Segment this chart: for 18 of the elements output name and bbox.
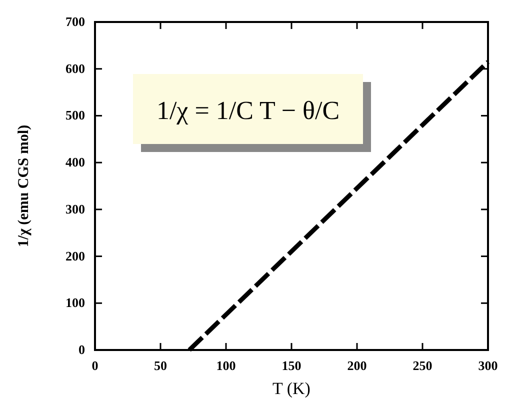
annotation: 1/χ = 1/C T − θ/C xyxy=(156,96,340,125)
y-tick-label: 500 xyxy=(66,108,85,123)
y-tick-label: 700 xyxy=(66,14,85,29)
x-tick-label: 250 xyxy=(412,358,432,373)
y-tick-label: 200 xyxy=(66,248,85,264)
y-axis-title: 1/χ (emu CGS mol) xyxy=(16,124,32,248)
x-tick-label: 200 xyxy=(347,358,367,373)
x-tick-label: 0 xyxy=(92,358,98,373)
y-tick-label: 400 xyxy=(66,154,85,170)
y-tick-label: 0 xyxy=(78,342,85,357)
x-axis-title: T (K) xyxy=(272,379,310,398)
x-tick-label: 100 xyxy=(216,358,236,373)
x-tick-label: 150 xyxy=(282,358,302,373)
x-tick-label: 300 xyxy=(478,358,498,373)
y-tick-label: 600 xyxy=(66,60,85,76)
x-tick-label: 50 xyxy=(154,358,167,373)
y-tick-label: 300 xyxy=(66,201,85,216)
y-tick-label: 100 xyxy=(66,295,85,310)
